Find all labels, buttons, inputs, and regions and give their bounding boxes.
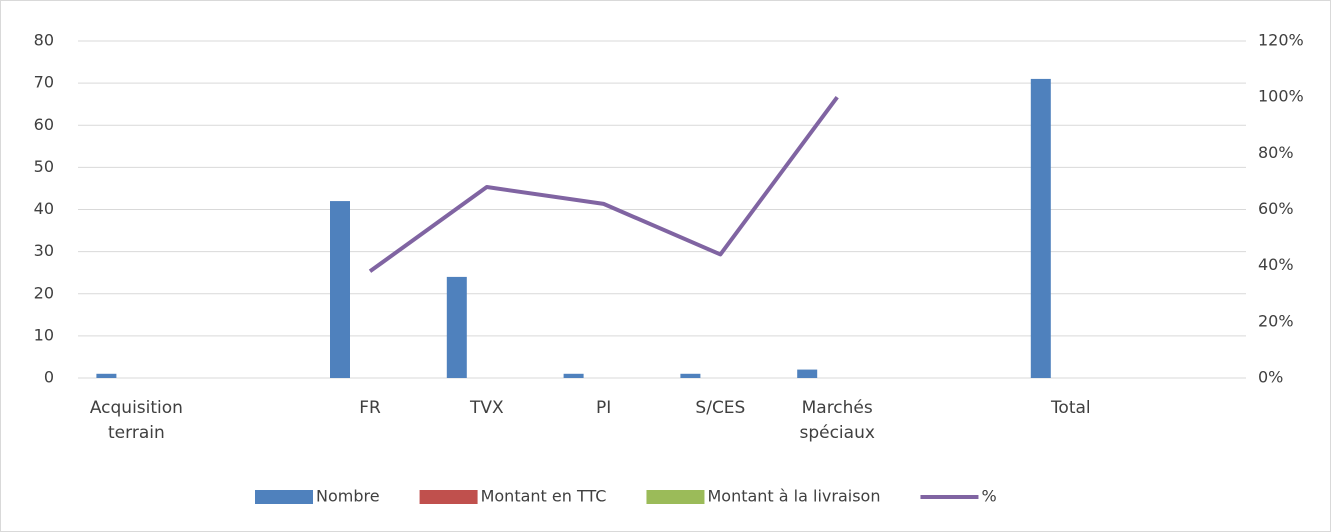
bar [563, 373, 584, 378]
bar [330, 201, 350, 378]
bar [1030, 78, 1051, 378]
x-tick-label-box: Marchés spéciaux [799, 398, 875, 443]
bar [680, 373, 701, 378]
y-tick-label: 0 [44, 368, 54, 387]
legend-label: % [981, 487, 996, 506]
bar [797, 369, 818, 378]
y2-tick-label: 0% [1258, 368, 1283, 387]
y-tick-label: 50 [34, 157, 54, 176]
y2-tick-label: 120% [1258, 31, 1304, 50]
x-tick-label: TVX [469, 398, 504, 418]
y2-tick-label: 60% [1258, 199, 1294, 218]
x-tick-label-box: Acquisition terrain [89, 398, 183, 443]
bar [96, 373, 117, 378]
legend-swatch [255, 490, 313, 504]
legend-label: Montant en TTC [481, 487, 607, 506]
y2-tick-label: 40% [1258, 255, 1294, 274]
bar [446, 276, 467, 378]
y-tick-label: 40 [34, 199, 54, 218]
y-tick-label: 10 [34, 325, 54, 344]
x-tick-label-box: TVX [469, 398, 504, 418]
x-tick-label-box: Total [1050, 398, 1091, 418]
y2-tick-label: 100% [1258, 87, 1304, 106]
y-tick-label: 60 [34, 115, 54, 134]
x-tick-label: Acquisition terrain [89, 398, 183, 443]
x-tick-label: FR [359, 398, 381, 418]
x-tick-label-box: PI [595, 398, 612, 418]
line [368, 95, 839, 273]
y2-tick-label: 80% [1258, 143, 1294, 162]
x-tick-label: PI [595, 398, 612, 418]
x-tick-label-box: FR [359, 398, 381, 418]
y2-tick-label: 20% [1258, 311, 1294, 330]
y-tick-label: 30 [34, 241, 54, 260]
x-tick-label-box: S/CES [695, 398, 746, 418]
legend-swatch [419, 490, 478, 504]
y-tick-label: 80 [34, 31, 54, 50]
y-tick-label: 20 [34, 283, 54, 302]
x-tick-label: Marchés spéciaux [799, 398, 875, 443]
x-tick-label: S/CES [695, 398, 746, 418]
legend-swatch [646, 490, 705, 504]
legend-label: Montant à la livraison [707, 487, 880, 506]
y-tick-label: 70 [34, 73, 54, 92]
x-tick-label: Total [1050, 398, 1091, 418]
legend-label: Nombre [316, 487, 380, 506]
